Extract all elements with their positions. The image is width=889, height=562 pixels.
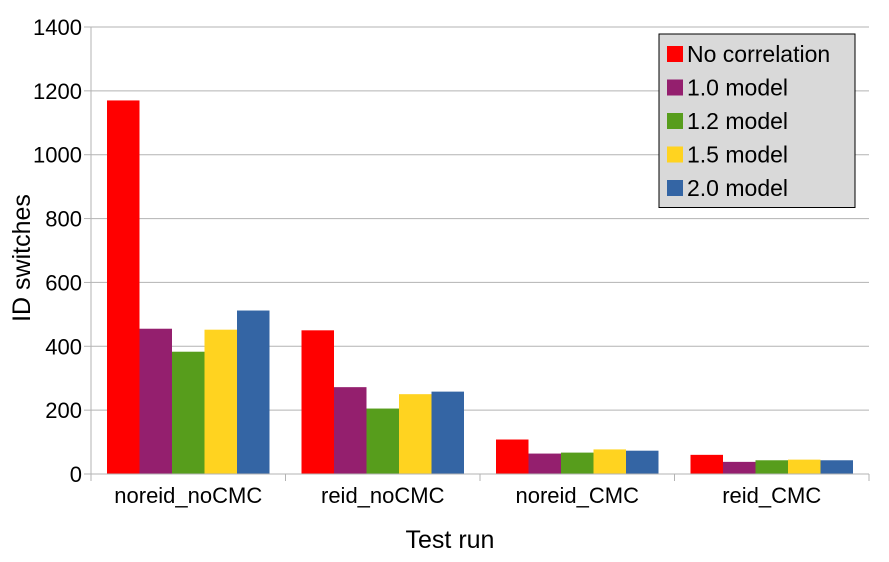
legend-label: 1.5 model xyxy=(687,142,788,168)
legend-swatch xyxy=(667,46,683,62)
y-tick-label: 400 xyxy=(45,334,82,359)
legend-swatch xyxy=(667,113,683,129)
y-tick-labels: 0 200 400 600 800 1000 1200 1400 xyxy=(33,15,82,487)
bar-noreid_CMC-1-0-model xyxy=(528,453,561,474)
bar-reid_CMC-1-5-model xyxy=(788,459,821,474)
bar-reid_CMC-1-0-model xyxy=(723,461,756,474)
legend-label: 1.2 model xyxy=(687,108,788,134)
legend: No correlation 1.0 model 1.2 model 1.5 mode… xyxy=(658,33,856,208)
y-tick-label: 1000 xyxy=(33,143,82,168)
y-tick-label: 600 xyxy=(45,270,82,295)
axes xyxy=(84,26,870,481)
bar-reid_CMC-1-2-model xyxy=(755,460,788,474)
x-tick-label: noreid_CMC xyxy=(516,483,640,508)
bar-noreid_noCMC-1-5-model xyxy=(204,329,237,474)
bar-noreid_CMC-1-5-model xyxy=(593,449,626,474)
y-tick-label: 200 xyxy=(45,398,82,423)
bar-reid_CMC-2-0-model xyxy=(820,460,853,474)
bar-noreid_noCMC-1-2-model xyxy=(172,351,205,474)
bar-noreid_noCMC-no-correlation xyxy=(107,100,140,474)
bar-noreid_CMC-2-0-model xyxy=(626,450,659,474)
x-axis-title: Test run xyxy=(406,526,495,554)
y-tick-label: 800 xyxy=(45,207,82,232)
bar-reid_noCMC-2-0-model xyxy=(431,391,464,474)
x-tick-label: reid_noCMC xyxy=(321,483,445,508)
x-tick-labels: noreid_noCMC reid_noCMC noreid_CMC reid_CMC xyxy=(114,483,821,508)
bar-reid_noCMC-1-0-model xyxy=(334,387,367,474)
legend-label: 2.0 model xyxy=(687,175,788,201)
y-tick-label: 0 xyxy=(70,462,82,487)
y-tick-label: 1200 xyxy=(33,79,82,104)
bar-noreid_CMC-no-correlation xyxy=(496,439,529,474)
y-tick-label: 1400 xyxy=(33,15,82,40)
bar-noreid_noCMC-2-0-model xyxy=(237,310,270,474)
bar-reid_noCMC-1-5-model xyxy=(399,394,432,474)
legend-swatch xyxy=(667,146,683,163)
bar-reid_noCMC-1-2-model xyxy=(366,408,399,474)
x-tick-label: noreid_noCMC xyxy=(114,483,262,508)
legend-box xyxy=(658,33,856,208)
bar-noreid_noCMC-1-0-model xyxy=(139,328,172,474)
x-tick-label: reid_CMC xyxy=(722,483,821,508)
bar-reid_noCMC-no-correlation xyxy=(301,330,334,474)
legend-label: No correlation xyxy=(687,41,830,67)
bars xyxy=(107,100,853,474)
legend-swatch xyxy=(667,180,683,196)
legend-label: 1.0 model xyxy=(687,75,788,101)
y-axis-title: ID switches xyxy=(8,194,36,322)
bar-noreid_CMC-1-2-model xyxy=(561,452,594,474)
bar-reid_CMC-no-correlation xyxy=(690,454,723,474)
legend-swatch xyxy=(667,79,683,96)
